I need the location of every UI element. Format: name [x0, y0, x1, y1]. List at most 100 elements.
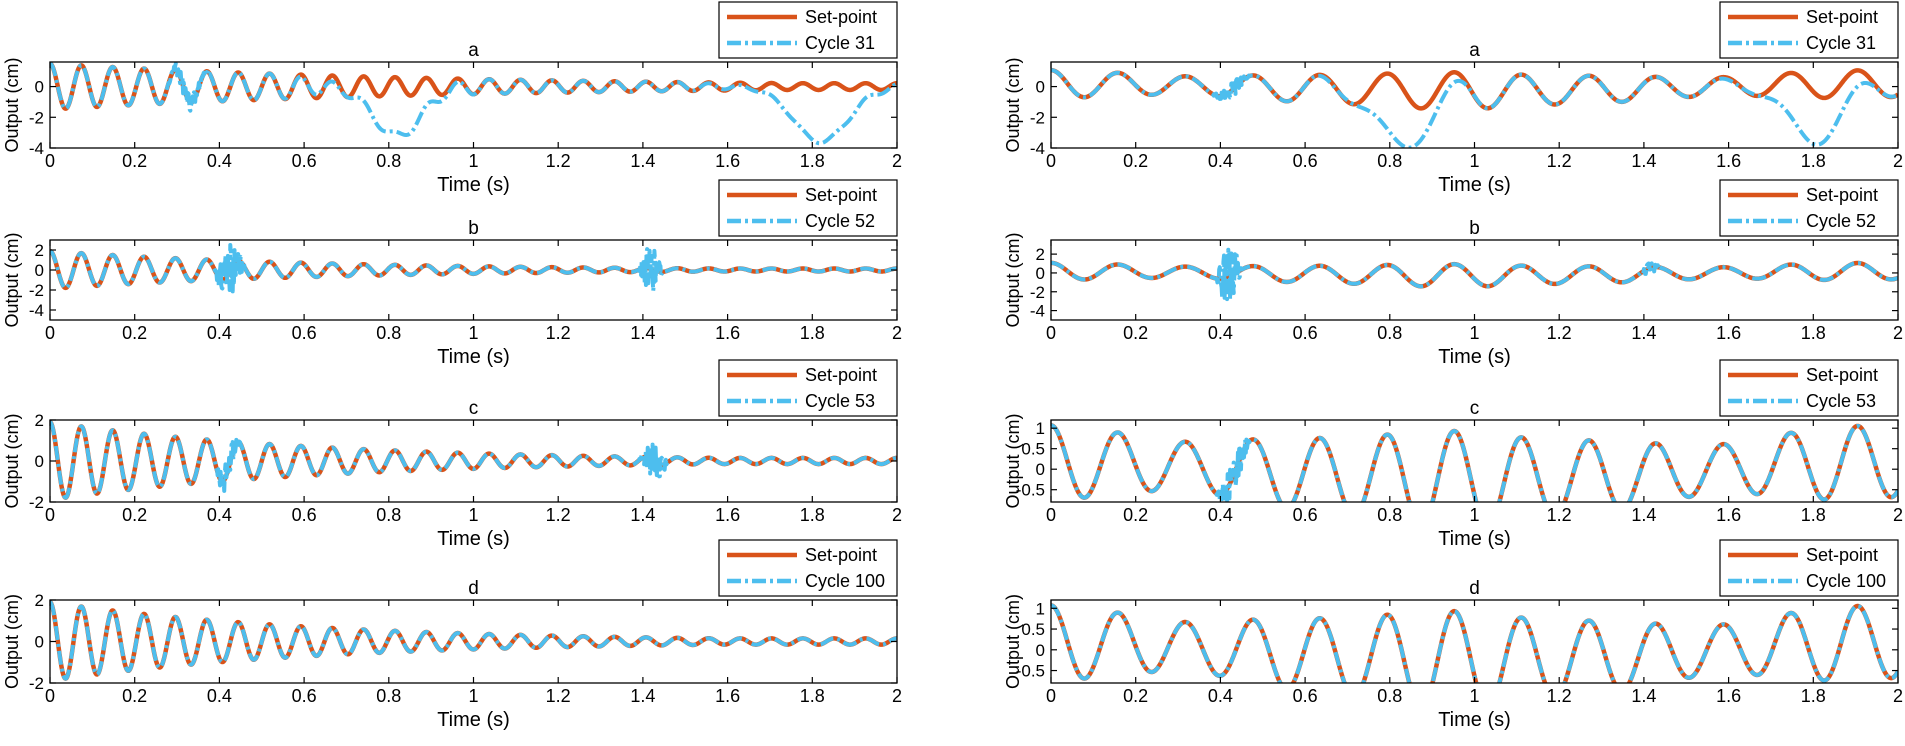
subplot-title: c [1470, 398, 1480, 419]
x-tick-label: 0.4 [207, 686, 232, 706]
legend-label-2: Cycle 100 [1806, 571, 1886, 591]
y-axis-label: Output (cm) [1003, 57, 1023, 152]
subplot-title: a [468, 40, 479, 61]
y-tick-label: -0.5 [1016, 481, 1045, 500]
legend: Set-point Cycle 100 [1719, 539, 1899, 597]
x-tick-label: 1.6 [1716, 323, 1741, 343]
x-tick-label: 0.4 [207, 151, 232, 171]
x-tick-label: 1 [1469, 151, 1479, 171]
legend-box [1719, 1, 1899, 59]
x-tick-label: 1.8 [1801, 686, 1826, 706]
legend: Set-point Cycle 52 [1719, 179, 1899, 237]
y-tick-label: 0 [35, 633, 44, 652]
legend-box [1719, 359, 1899, 417]
y-tick-label: 0 [1036, 641, 1045, 660]
y-tick-label: 0 [35, 452, 44, 471]
x-tick-label: 1.4 [1631, 323, 1656, 343]
axes-box [49, 599, 898, 684]
subplot-right-a: 0 0.2 0.4 0.6 0.8 1 1.2 1.4 1.6 1.8 2 0 -2 -4 Time (s)… [1003, 1, 1903, 196]
y-axis-label: Output (cm) [1003, 413, 1023, 508]
x-tick-label: 1.6 [715, 151, 740, 171]
x-tick-label: 0.8 [1377, 151, 1402, 171]
legend-label-1: Set-point [1806, 545, 1878, 565]
legend-box [1719, 179, 1899, 237]
x-tick-label: 1.8 [1801, 151, 1826, 171]
legend-label-2: Cycle 31 [805, 33, 875, 53]
x-axis-label: Time (s) [437, 174, 510, 196]
legend-box [1719, 539, 1899, 597]
y-tick-label: -4 [1030, 302, 1045, 321]
y-tick-label: 0 [1036, 264, 1045, 283]
legend-label-1: Set-point [805, 7, 877, 27]
x-tick-label: 1 [468, 686, 478, 706]
legend-label-2: Cycle 52 [1806, 211, 1876, 231]
x-tick-label: 0 [45, 323, 55, 343]
legend-label-2: Cycle 53 [805, 391, 875, 411]
y-axis-label: Output (cm) [1003, 232, 1023, 327]
x-tick-label: 1 [468, 323, 478, 343]
x-tick-label: 0.8 [1377, 686, 1402, 706]
x-tick-label: 0.8 [1377, 505, 1402, 525]
series-line-cycle-100 [50, 600, 897, 681]
x-tick-label: 0.6 [1293, 686, 1318, 706]
x-tick-label: 0.4 [207, 323, 232, 343]
series-line-cycle-53 [1051, 423, 1898, 502]
y-tick-label: 0.5 [1021, 620, 1045, 639]
x-tick-label: 1.4 [630, 151, 655, 171]
x-axis-label: Time (s) [1438, 174, 1511, 196]
x-tick-label: 0 [45, 505, 55, 525]
x-tick-label: 0.8 [376, 151, 401, 171]
x-tick-label: 1.6 [1716, 686, 1741, 706]
x-tick-label: 0.2 [122, 151, 147, 171]
x-tick-label: 0 [1046, 151, 1056, 171]
x-tick-label: 2 [892, 323, 902, 343]
x-tick-label: 0 [1046, 323, 1056, 343]
x-tick-label: 0.6 [292, 323, 317, 343]
legend-label-2: Cycle 52 [805, 211, 875, 231]
x-tick-label: 0.6 [1293, 505, 1318, 525]
x-tick-label: 2 [1893, 686, 1903, 706]
y-tick-label: -2 [1030, 108, 1045, 127]
y-tick-label: 2 [35, 411, 44, 430]
x-tick-label: 0.4 [1208, 505, 1233, 525]
x-tick-label: 0.4 [1208, 323, 1233, 343]
x-tick-label: 2 [1893, 505, 1903, 525]
x-tick-label: 1.8 [800, 505, 825, 525]
y-axis-label: Output (cm) [2, 413, 22, 508]
y-tick-label: -4 [29, 139, 44, 158]
y-tick-label: -2 [29, 108, 44, 127]
legend-box [718, 539, 898, 597]
y-axis-label: Output (cm) [2, 232, 22, 327]
legend-label-1: Set-point [1806, 185, 1878, 205]
x-tick-label: 1.6 [715, 686, 740, 706]
y-tick-label: 2 [35, 591, 44, 610]
x-tick-label: 0.8 [1377, 323, 1402, 343]
axes-box [49, 239, 898, 321]
subplot-title: d [468, 578, 479, 599]
x-tick-label: 0 [45, 151, 55, 171]
y-axis-label: Output (cm) [2, 57, 22, 152]
x-tick-label: 1 [468, 505, 478, 525]
x-tick-label: 0.8 [376, 323, 401, 343]
x-tick-label: 0 [1046, 686, 1056, 706]
y-tick-label: -4 [29, 301, 44, 320]
legend-label-2: Cycle 100 [805, 571, 885, 591]
x-tick-label: 1.2 [1547, 323, 1572, 343]
y-axis-label: Output (cm) [1003, 594, 1023, 689]
y-tick-label: -4 [1030, 139, 1045, 158]
y-axis-label: Output (cm) [2, 594, 22, 689]
x-tick-label: 0.2 [1123, 505, 1148, 525]
x-tick-label: 1.4 [1631, 686, 1656, 706]
legend-box [718, 179, 898, 237]
x-tick-label: 0.6 [292, 505, 317, 525]
axes-box [49, 419, 898, 503]
x-tick-label: 0 [45, 686, 55, 706]
legend: Set-point Cycle 53 [718, 359, 898, 417]
legend: Set-point Cycle 100 [718, 539, 898, 597]
x-tick-label: 1.8 [800, 151, 825, 171]
x-tick-label: 0.2 [122, 686, 147, 706]
